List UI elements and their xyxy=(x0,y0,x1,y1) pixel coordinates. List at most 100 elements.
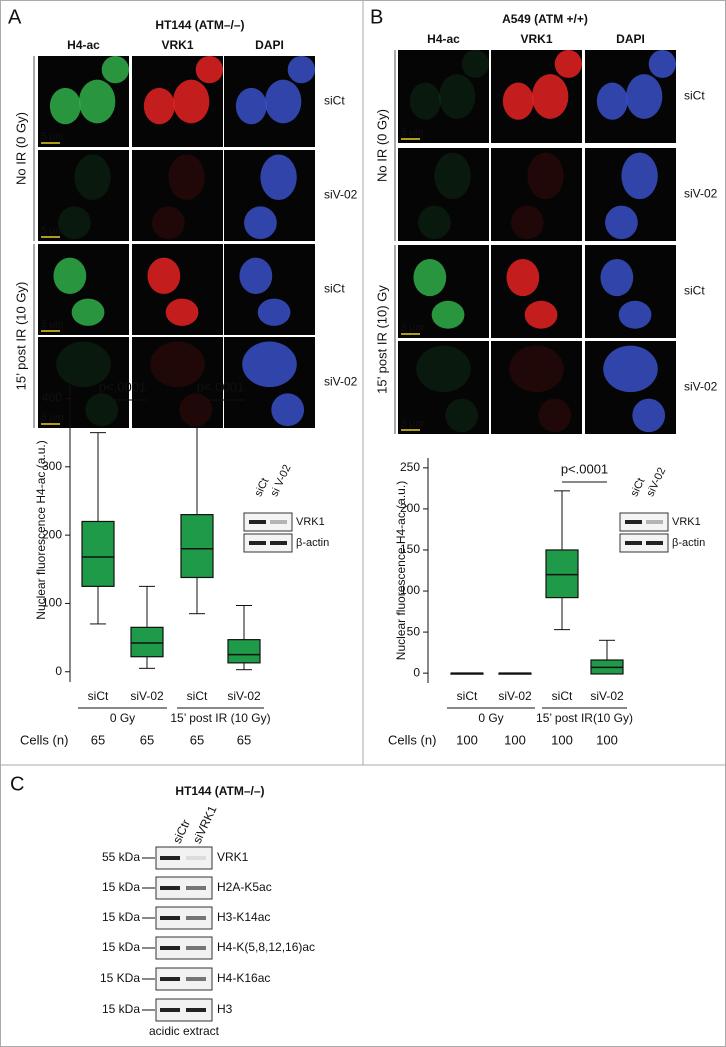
group-label: 0 Gy xyxy=(110,711,135,725)
mw-label: 15 kDa xyxy=(102,1002,140,1016)
condition-label: No IR (0 Gy) xyxy=(13,112,28,185)
nucleus xyxy=(49,87,81,125)
nucleus xyxy=(445,398,479,433)
nucleus xyxy=(235,87,267,125)
nucleus xyxy=(58,206,91,240)
condition-label: No IR (0 Gy) xyxy=(374,109,389,182)
cell-count: 100 xyxy=(596,732,618,747)
column-header: DAPI xyxy=(255,38,284,52)
scale-bar-label: 5 µm xyxy=(41,320,63,331)
blot-box xyxy=(155,846,213,870)
micrograph xyxy=(132,337,223,428)
nucleus xyxy=(152,206,185,240)
nucleus xyxy=(71,298,105,326)
cell-count: 65 xyxy=(91,732,105,747)
band xyxy=(249,541,266,545)
condition-label: 15’ post IR (10 Gy) xyxy=(13,282,28,391)
footer-label: acidic extract xyxy=(149,1024,220,1038)
row-label: siCt xyxy=(324,94,345,108)
band xyxy=(186,916,206,920)
panel-title: A549 (ATM +/+) xyxy=(502,12,588,26)
band xyxy=(160,1008,180,1012)
band xyxy=(625,520,642,524)
mw-label: 15 kDa xyxy=(102,910,140,924)
nucleus xyxy=(74,154,111,201)
band-label: β-actin xyxy=(296,537,329,549)
box xyxy=(81,520,115,587)
scale-bar-label: 5 µm xyxy=(41,226,63,237)
x-tick-label: siV-02 xyxy=(130,689,164,703)
box xyxy=(227,639,261,664)
y-tick-label: 0 xyxy=(413,665,420,679)
column-header: H4-ac xyxy=(67,38,100,52)
nucleus xyxy=(605,205,638,240)
panel-title: HT144 (ATM–/–) xyxy=(155,18,244,32)
nucleus xyxy=(239,257,273,295)
band xyxy=(186,946,206,950)
cell-count: 100 xyxy=(551,732,573,747)
nucleus xyxy=(257,298,291,326)
nucleus xyxy=(603,345,658,393)
nucleus xyxy=(168,154,205,201)
group-label: 15’ post IR(10 Gy) xyxy=(536,711,633,725)
nucleus xyxy=(413,258,447,297)
nucleus xyxy=(78,79,116,124)
band xyxy=(160,977,180,981)
micrograph xyxy=(491,148,582,241)
row-label: siV-02 xyxy=(684,187,718,201)
box xyxy=(180,514,214,579)
box xyxy=(545,549,579,599)
row-label: siV-02 xyxy=(324,375,358,389)
x-tick-label: siV-02 xyxy=(498,689,532,703)
blot-box xyxy=(155,876,213,900)
nucleus xyxy=(527,152,564,200)
nucleus xyxy=(632,398,666,433)
nucleus xyxy=(621,152,658,200)
y-tick-label: 150 xyxy=(400,542,420,556)
nucleus xyxy=(244,206,277,240)
scale-bar-label: 5 µm xyxy=(401,323,423,334)
nucleus xyxy=(461,50,489,78)
nucleus xyxy=(147,257,181,295)
nucleus xyxy=(165,298,199,326)
cells-label: Cells (n) xyxy=(388,732,436,747)
band-label: H4-K(5,8,12,16)ac xyxy=(217,940,315,954)
band xyxy=(270,541,287,545)
y-tick-label: 0 xyxy=(55,664,62,678)
band xyxy=(186,856,206,860)
y-axis-label: Nuclear fluorescence H4-ac (a.u.) xyxy=(34,440,48,619)
band-label: VRK1 xyxy=(296,516,325,528)
band xyxy=(270,520,287,524)
nucleus xyxy=(101,56,129,84)
band xyxy=(646,541,663,545)
y-axis-label: Nuclear fluorescence H4-ac (a.u.) xyxy=(394,481,408,660)
blot-box xyxy=(243,512,293,532)
x-tick-label: siCt xyxy=(552,689,573,703)
row-label: siCt xyxy=(684,284,705,298)
band xyxy=(160,946,180,950)
cell-count: 65 xyxy=(140,732,154,747)
scale-bar-label: 5 µm xyxy=(41,132,63,143)
y-tick-label: 100 xyxy=(400,583,420,597)
band-label: H3-K14ac xyxy=(217,910,270,924)
nucleus xyxy=(434,152,471,200)
micrograph xyxy=(398,148,489,241)
mw-label: 55 kDa xyxy=(102,850,140,864)
nucleus xyxy=(242,341,297,388)
box xyxy=(130,626,164,658)
nucleus xyxy=(260,154,297,201)
blot-box xyxy=(155,967,213,991)
scale-bar-label: 5 µm xyxy=(41,413,63,424)
nucleus xyxy=(264,79,302,124)
panel-letter: B xyxy=(370,6,383,28)
nucleus xyxy=(431,300,465,329)
blot-box xyxy=(619,533,669,553)
panel-letter: A xyxy=(8,6,22,28)
band-label: H2A-K5ac xyxy=(217,880,272,894)
nucleus xyxy=(625,74,663,119)
band-label: β-actin xyxy=(672,537,705,549)
y-tick-label: 400 xyxy=(42,391,62,405)
band xyxy=(160,916,180,920)
row-label: siCt xyxy=(324,282,345,296)
column-header: VRK1 xyxy=(520,32,552,46)
